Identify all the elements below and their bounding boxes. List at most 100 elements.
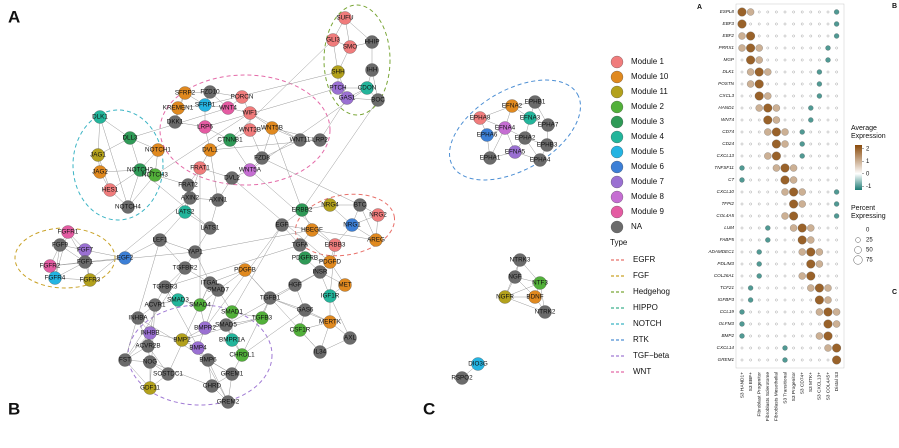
legend-label: Module 2 xyxy=(631,102,664,111)
dot xyxy=(766,250,770,254)
dot xyxy=(816,69,823,75)
dot xyxy=(826,154,830,158)
dot xyxy=(792,82,795,86)
dot xyxy=(783,118,787,122)
dot xyxy=(780,175,790,185)
dot xyxy=(772,164,781,172)
node-label: EFNA5 xyxy=(505,149,526,156)
dot xyxy=(775,238,778,242)
group-label: S3 EBF+ xyxy=(748,372,754,392)
dot xyxy=(800,358,804,362)
dot xyxy=(783,106,787,110)
dot xyxy=(826,106,830,110)
panel-label: A xyxy=(8,7,20,26)
dot xyxy=(780,163,790,173)
dot xyxy=(757,310,761,314)
dot xyxy=(757,142,761,146)
dot xyxy=(809,202,813,206)
node-label: FZD8 xyxy=(254,155,270,162)
node xyxy=(178,261,192,275)
dot xyxy=(749,238,752,242)
node xyxy=(313,133,327,147)
dot xyxy=(781,128,789,136)
node-label: EGF2 xyxy=(117,255,134,262)
legend-swatch xyxy=(610,220,624,234)
legend-label: EGFR xyxy=(633,255,655,264)
dot xyxy=(823,319,833,329)
node-label: IHH xyxy=(367,67,378,74)
dot xyxy=(800,286,804,290)
node xyxy=(131,311,145,325)
node-label: IL34 xyxy=(314,349,327,356)
node-label: NOTCH1 xyxy=(145,147,171,154)
node xyxy=(498,290,512,304)
node xyxy=(148,168,162,182)
dot xyxy=(740,82,744,86)
dot xyxy=(826,274,830,278)
node xyxy=(483,151,497,165)
dot xyxy=(818,346,821,350)
gene-label: DLK1 xyxy=(723,69,735,74)
legend-label: Module 8 xyxy=(631,192,664,201)
dot xyxy=(783,154,787,158)
dot xyxy=(800,70,804,74)
dot xyxy=(818,154,821,158)
node-label: EPHA2 xyxy=(515,135,536,142)
edge xyxy=(329,244,336,297)
node-label: BMPR2 xyxy=(194,325,216,332)
group-label: S3 HAND1+ xyxy=(739,372,745,398)
dot xyxy=(740,298,744,302)
node xyxy=(498,121,512,135)
dot xyxy=(740,94,744,98)
dot xyxy=(792,10,795,14)
dot xyxy=(806,247,816,257)
node xyxy=(455,371,469,385)
node xyxy=(205,379,219,393)
node xyxy=(243,106,257,120)
node xyxy=(198,98,212,112)
dot xyxy=(818,22,821,26)
dot xyxy=(833,201,840,207)
node-label: NRG1 xyxy=(343,222,361,229)
dot xyxy=(809,310,813,314)
dot xyxy=(757,130,761,134)
dot xyxy=(792,286,795,290)
dot xyxy=(749,166,752,170)
node-label: TGFB3 xyxy=(252,315,273,322)
node xyxy=(275,218,289,232)
node-label: BDNF xyxy=(526,294,543,301)
dot xyxy=(775,322,778,326)
edge xyxy=(231,224,283,313)
node-label: SMAD1 xyxy=(221,309,243,316)
dot xyxy=(800,334,804,338)
dot xyxy=(740,58,744,62)
dot xyxy=(783,334,787,338)
dot xyxy=(792,94,795,98)
node xyxy=(263,291,277,305)
group-label: S3 COL4A5+ xyxy=(825,372,831,401)
dot xyxy=(792,298,795,302)
dot xyxy=(806,259,816,269)
size-key xyxy=(855,237,861,243)
dot xyxy=(783,58,787,62)
node-label: EPHB1 xyxy=(525,99,546,106)
size-key-label: 25 xyxy=(866,238,873,244)
node xyxy=(83,273,97,287)
dot xyxy=(766,214,770,218)
dot xyxy=(832,308,841,316)
gene-label: MGP xyxy=(724,57,735,62)
dot xyxy=(824,296,832,304)
node-label: WIF1 xyxy=(242,110,258,117)
node-label: FRAT2 xyxy=(178,182,198,189)
dot xyxy=(740,130,744,134)
dot xyxy=(763,103,773,113)
dot xyxy=(766,34,770,38)
dot xyxy=(775,82,778,86)
node-label: EPHA4 xyxy=(530,157,551,164)
dot xyxy=(781,188,789,196)
dot xyxy=(757,322,761,326)
dot xyxy=(739,333,745,339)
dot xyxy=(818,130,821,134)
dot xyxy=(766,274,770,278)
dot xyxy=(826,358,830,362)
